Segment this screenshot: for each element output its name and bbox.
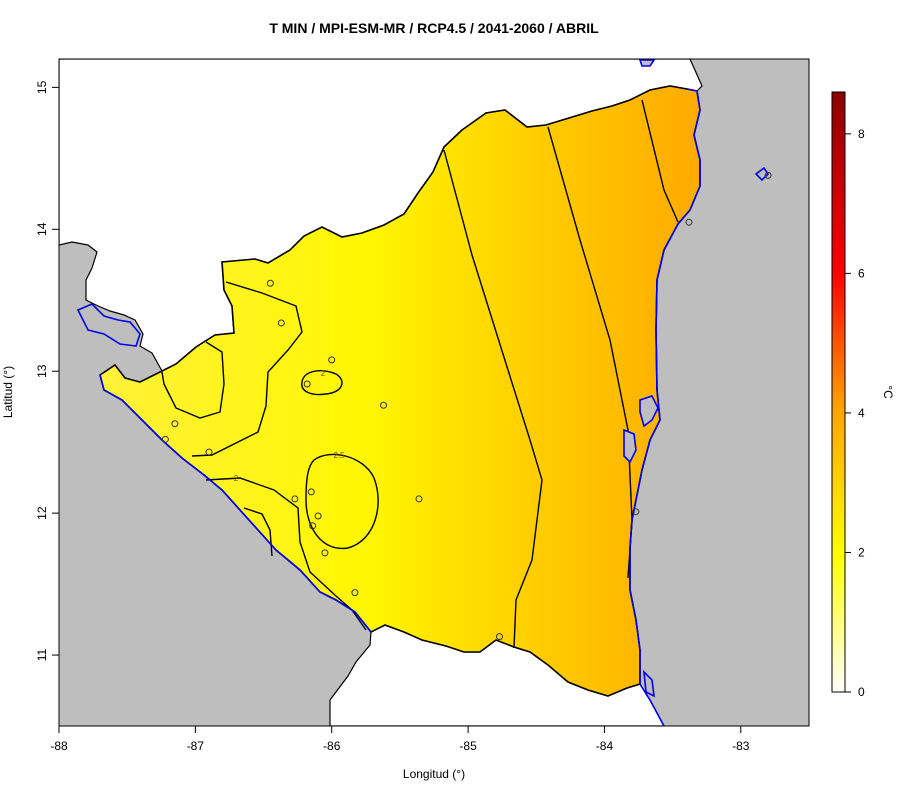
contour-label: 2 <box>321 369 326 378</box>
stations-layer <box>161 171 772 641</box>
colorbar-tick-label: 0 <box>858 685 865 699</box>
contour-line <box>205 477 367 631</box>
colorbar-tick-label: 6 <box>858 266 865 280</box>
x-tick-label: -84 <box>596 739 614 753</box>
station-marker <box>266 279 274 287</box>
contour-line <box>641 99 679 223</box>
station-marker <box>307 488 315 496</box>
colorbar-tick-label: 8 <box>858 127 865 141</box>
station-marker <box>303 380 311 388</box>
station-marker <box>205 448 213 456</box>
gulf-fonseca <box>76 303 141 347</box>
y-tick-label: 11 <box>35 648 49 661</box>
contour-line <box>301 370 343 396</box>
contour-label: 2.5 <box>333 451 345 460</box>
y-axis-title: Latitud (°) <box>1 366 15 418</box>
station-marker <box>291 495 299 503</box>
contour-line <box>305 453 379 550</box>
contour-line <box>243 507 273 557</box>
y-tick-label: 15 <box>35 80 49 94</box>
chart-title: T MIN / MPI-ESM-MR / RCP4.5 / 2041-2060 … <box>269 20 599 36</box>
lagoon-east-2 <box>623 428 637 464</box>
x-axis-title: Longitud (°) <box>403 767 465 781</box>
y-tick-label: 13 <box>35 364 49 378</box>
station-marker <box>415 495 423 503</box>
station-marker <box>277 319 285 327</box>
coastlines <box>99 88 701 726</box>
contour-line <box>443 149 543 649</box>
colorbar-tick-label: 2 <box>858 545 865 559</box>
lagoon-east-1 <box>639 395 659 428</box>
station-marker <box>495 633 503 641</box>
y-tick-label: 12 <box>35 506 49 520</box>
lagoon-north <box>638 59 656 67</box>
station-marker <box>161 435 169 443</box>
caribbean-coastline <box>629 88 701 726</box>
station-marker <box>309 522 317 530</box>
contour-line <box>191 281 303 457</box>
station-marker <box>351 589 359 597</box>
contour-label: 2 <box>234 474 239 483</box>
plot-frame <box>58 58 810 727</box>
station-marker <box>321 549 329 557</box>
y-tick-label: 14 <box>35 222 49 236</box>
x-axis: -88 -87 -86 -85 -84 -83 <box>50 726 750 753</box>
contour-label-layer: 222.5 <box>234 369 345 483</box>
pacific-coastline <box>99 374 372 633</box>
station-marker <box>685 218 693 226</box>
lagoon-south <box>642 669 655 698</box>
x-tick-label: -86 <box>323 739 341 753</box>
station-marker <box>171 420 179 428</box>
station-marker <box>764 171 772 179</box>
colorbar-ticks: 0 2 4 6 8 <box>845 127 865 699</box>
contour-line <box>161 341 225 419</box>
station-marker <box>380 401 388 409</box>
station-marker <box>328 356 336 364</box>
colorbar <box>831 91 846 693</box>
station-marker <box>632 508 640 516</box>
station-marker <box>314 512 322 520</box>
colorbar-label: °C <box>881 385 895 399</box>
x-tick-label: -85 <box>459 739 477 753</box>
x-tick-label: -88 <box>50 739 68 753</box>
y-axis: 11 12 13 14 15 <box>35 80 59 661</box>
x-tick-label: -87 <box>187 739 205 753</box>
colorbar-tick-label: 4 <box>858 406 865 420</box>
x-tick-label: -83 <box>732 739 750 753</box>
